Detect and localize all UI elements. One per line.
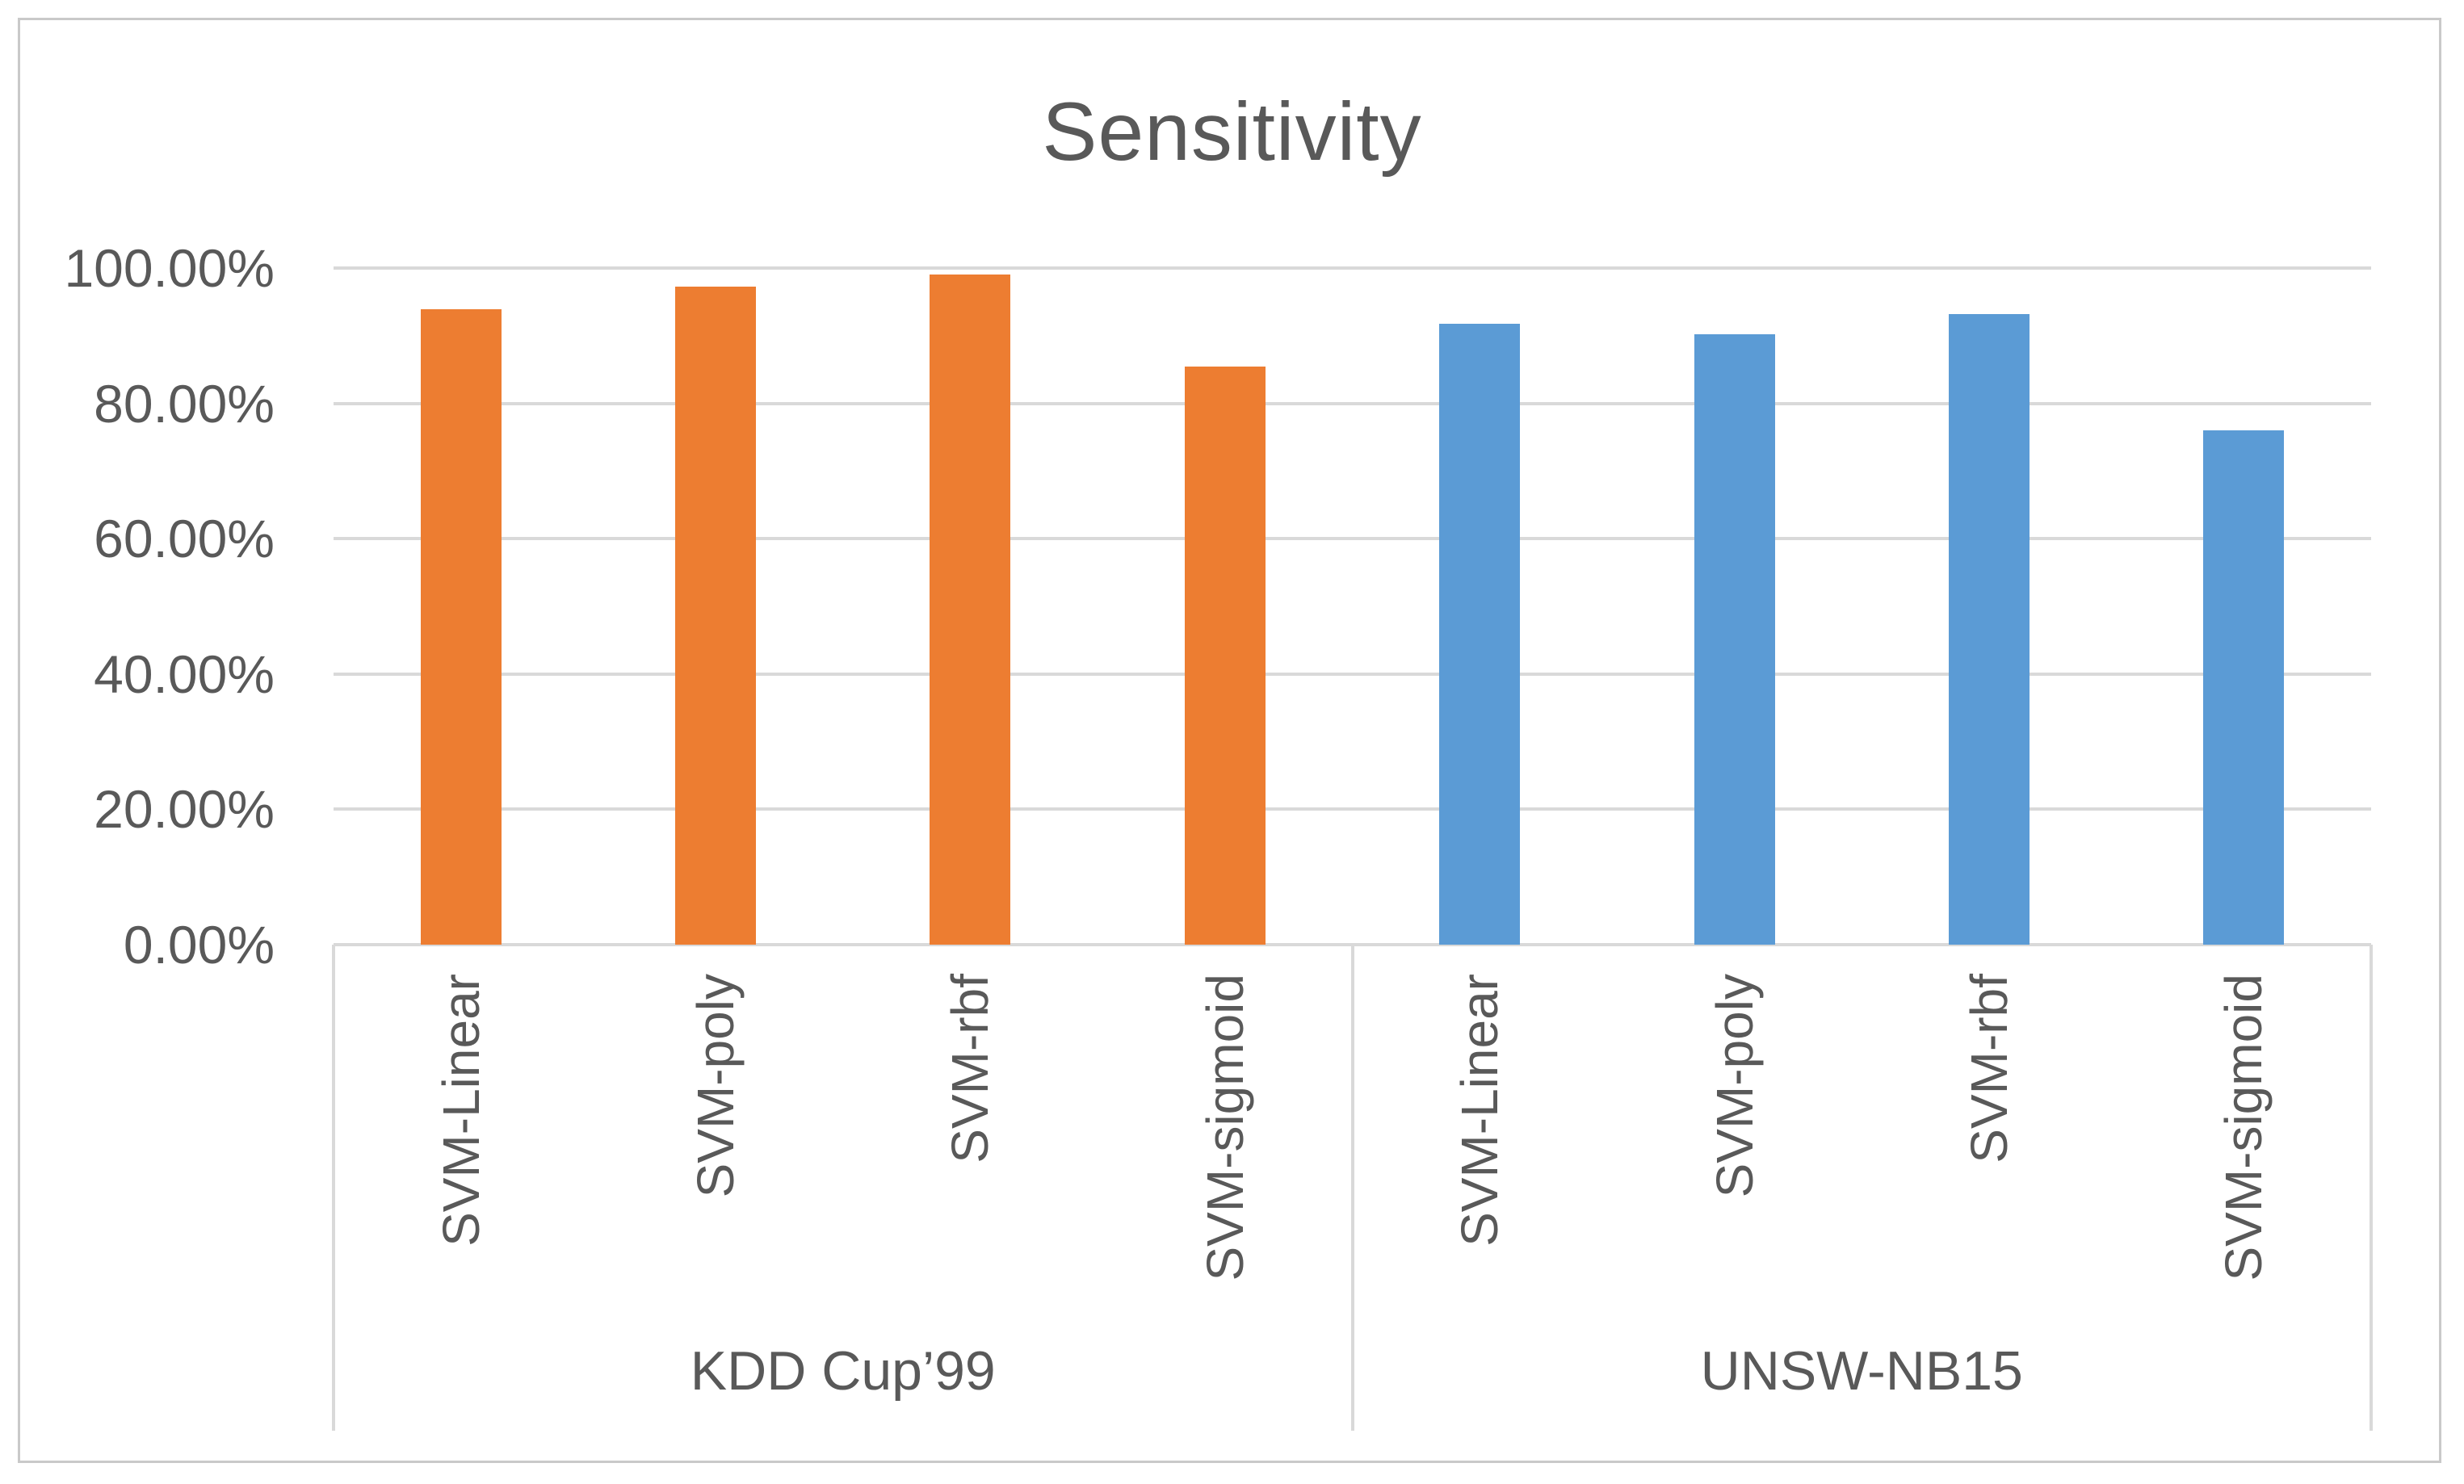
bar-KDDCup99-SVM-Linear [420, 309, 502, 945]
bar-UNSWNB15-SVM-Linear [1439, 323, 1521, 945]
y-axis-tick-label: 40.00% [94, 643, 275, 704]
gridline [334, 401, 2371, 405]
category-axis-separator [2370, 945, 2373, 1431]
bar-KDDCup99-SVM-rbf [930, 275, 1011, 945]
y-axis-tick-label: 80.00% [94, 373, 275, 434]
gridline [334, 266, 2371, 270]
gridline [334, 807, 2371, 811]
bar-KDDCup99-SVM-poly [675, 286, 757, 945]
group-label: KDD Cup’99 [690, 1340, 996, 1402]
group-label: UNSW-NB15 [1700, 1340, 2023, 1402]
gridline [334, 672, 2371, 676]
category-axis-separator [1350, 945, 1354, 1431]
y-axis-tick-label: 60.00% [94, 509, 275, 569]
bar-UNSWNB15-SVM-poly [1694, 334, 1775, 945]
bar-UNSWNB15-SVM-sigmoid [2203, 430, 2285, 945]
y-axis-tick-label: 20.00% [94, 779, 275, 840]
category-axis-separator [332, 945, 335, 1431]
bar-UNSWNB15-SVM-rbf [1948, 313, 2030, 945]
y-axis-tick-label: 0.00% [123, 915, 275, 975]
chart-title: Sensitivity [1042, 86, 1422, 178]
y-axis-tick-label: 100.00% [64, 238, 275, 298]
bar-KDDCup99-SVM-sigmoid [1184, 367, 1266, 945]
gridline [334, 537, 2371, 541]
